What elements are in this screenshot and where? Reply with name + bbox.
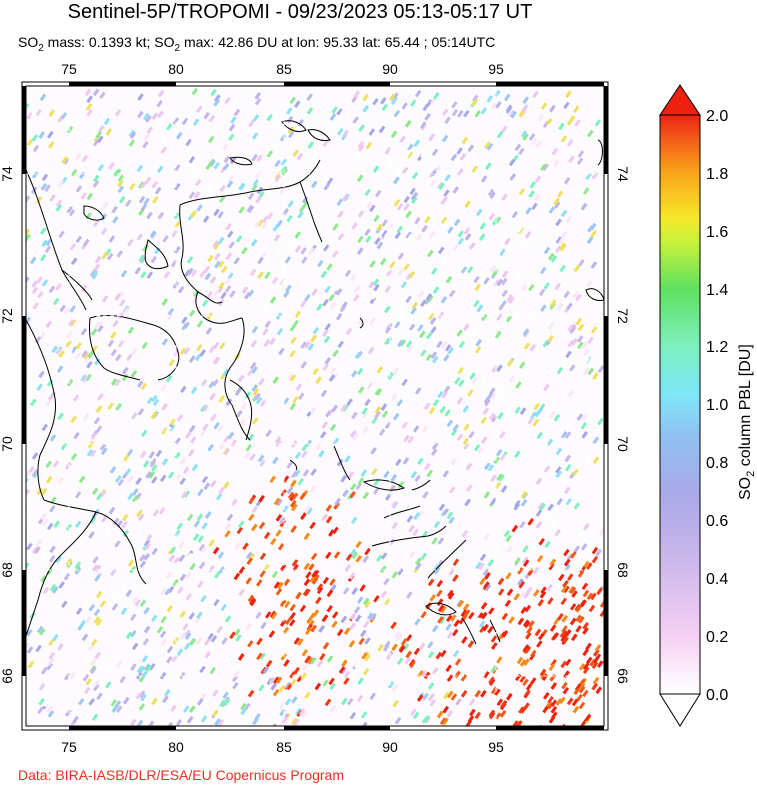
lon-label-bottom-90: 90: [382, 739, 398, 755]
lat-label-left-68: 68: [0, 562, 15, 578]
lon-label-top-90: 90: [382, 61, 398, 77]
colorbar-title: SO2 column PBL [DU]: [737, 344, 757, 500]
colorbar-tick-8: 1.6: [706, 224, 728, 241]
lat-label-left-72: 72: [0, 308, 15, 324]
graticule: [26, 86, 604, 726]
colorbar-min-arrow: [659, 693, 701, 727]
lat-label-right-66: 66: [615, 668, 631, 684]
colorbar-tick-7: 1.4: [706, 282, 728, 299]
lon-label-top-80: 80: [168, 61, 184, 77]
colorbar-tick-5: 1.0: [706, 397, 728, 414]
lon-label-top-85: 85: [276, 61, 292, 77]
colorbar-tick-1: 0.2: [706, 629, 728, 646]
colorbar-tick-3: 0.6: [706, 513, 728, 530]
colorbar-tick-0: 0.0: [706, 687, 728, 704]
lat-label-right-68: 68: [615, 562, 631, 578]
map-title: Sentinel-5P/TROPOMI - 09/23/2023 05:13-0…: [67, 1, 533, 23]
colorbar-tick-2: 0.4: [706, 571, 728, 588]
lat-label-right-70: 70: [615, 436, 631, 452]
coastlines: [26, 120, 604, 645]
colorbar-tick-10: 2.0: [706, 108, 728, 125]
colorbar: 0.0 0.2 0.4 0.6 0.8 1.0 1.2 1.4 1.6 1.8 …: [659, 84, 757, 727]
colorbar-tick-9: 1.8: [706, 166, 728, 183]
so2-pixel-field: [26, 86, 604, 726]
map-area: [26, 86, 604, 726]
lon-label-bottom-95: 95: [488, 739, 504, 755]
colorbar-gradient: [659, 114, 701, 695]
lon-label-top-95: 95: [488, 61, 504, 77]
lat-label-right-72: 72: [615, 308, 631, 324]
colorbar-tick-4: 0.8: [706, 455, 728, 472]
lat-label-left-70: 70: [0, 436, 15, 452]
lon-label-bottom-85: 85: [276, 739, 292, 755]
lat-label-right-74: 74: [615, 166, 631, 182]
colorbar-tick-6: 1.2: [706, 339, 728, 356]
map-frame-ticks: [22, 82, 608, 730]
lon-label-bottom-80: 80: [168, 739, 184, 755]
map-subtitle: SO2 mass: 0.1393 kt; SO2 max: 42.86 DU a…: [18, 34, 496, 54]
data-credit: Data: BIRA-IASB/DLR/ESA/EU Copernicus Pr…: [18, 767, 345, 783]
lon-label-top-75: 75: [61, 61, 77, 77]
lat-label-left-74: 74: [0, 166, 15, 182]
lon-label-bottom-75: 75: [61, 739, 77, 755]
colorbar-max-arrow: [659, 84, 701, 116]
lat-label-left-66: 66: [0, 668, 15, 684]
